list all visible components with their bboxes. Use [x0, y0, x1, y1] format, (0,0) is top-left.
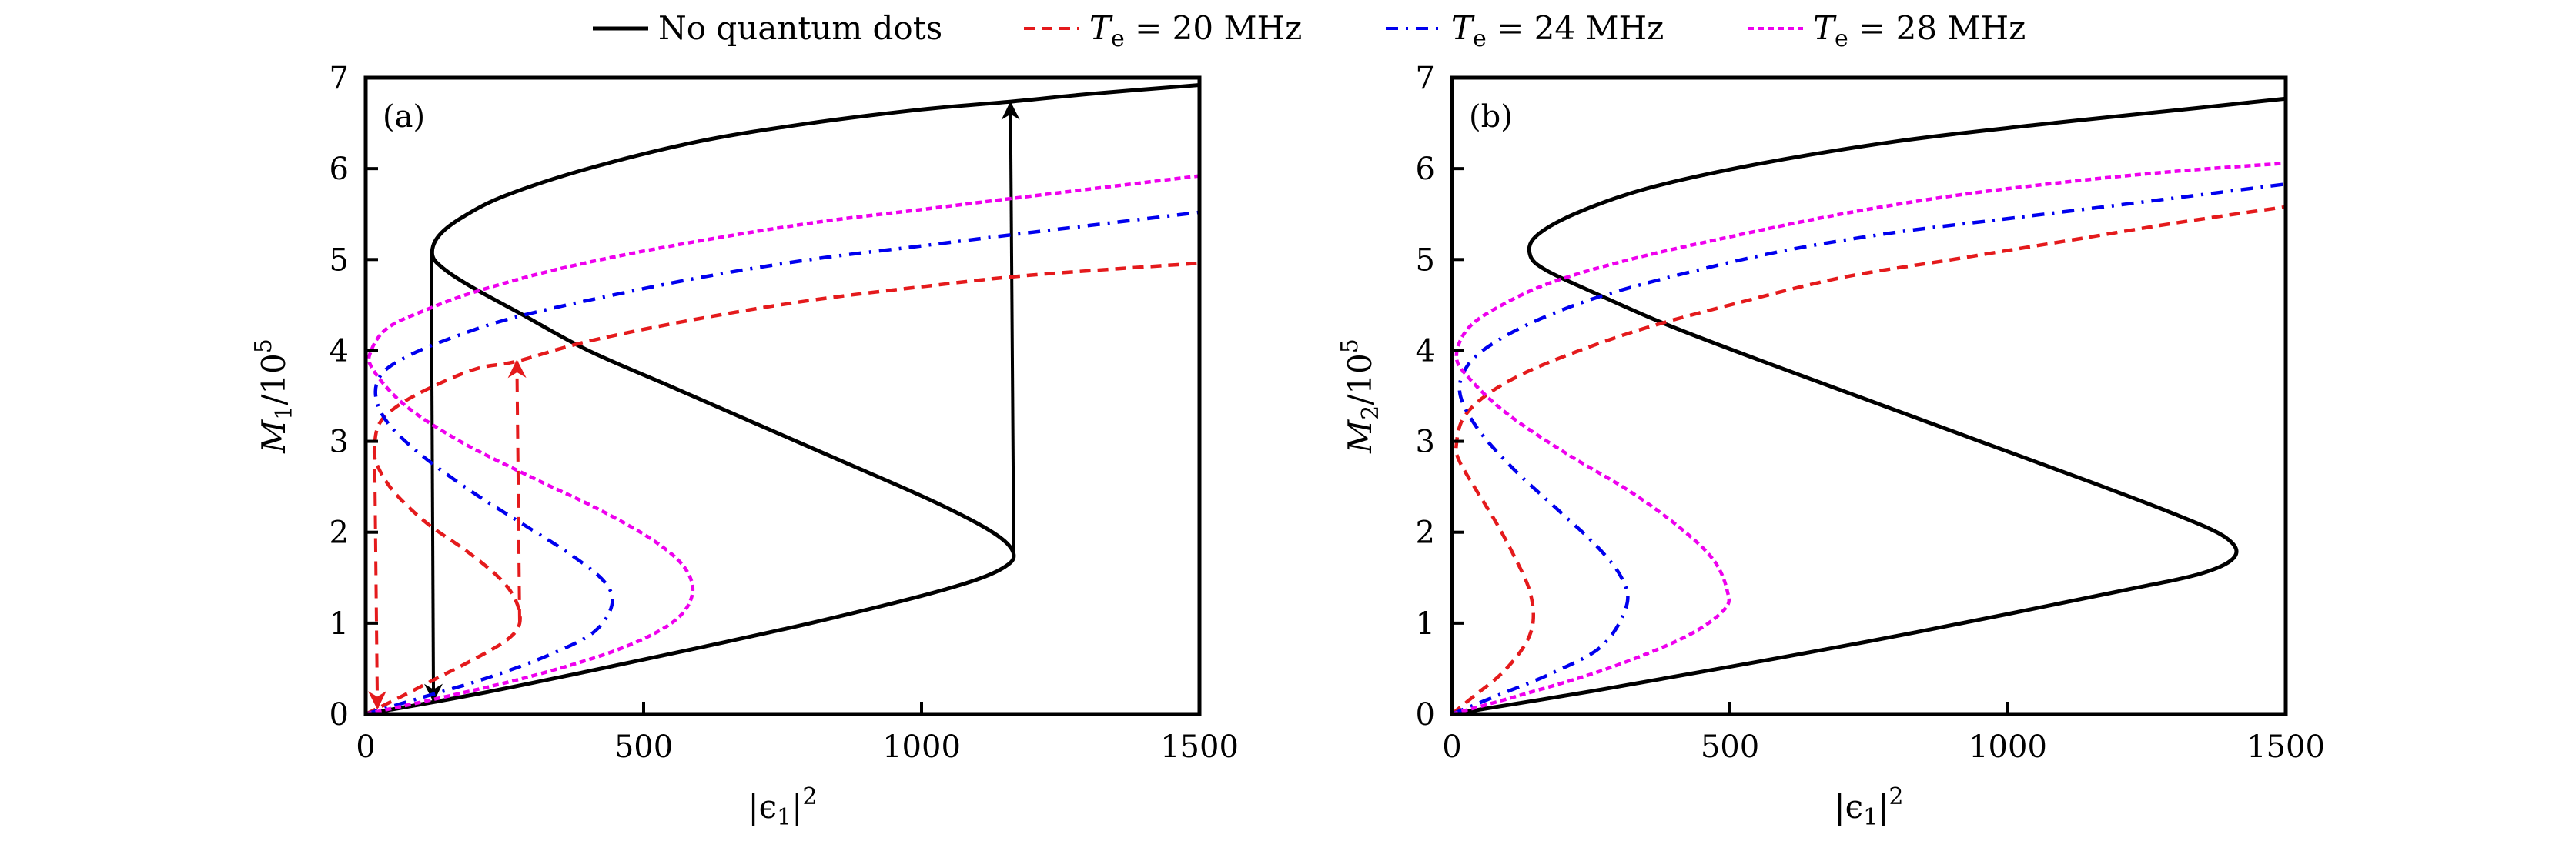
- y-tick-label: 0: [330, 697, 349, 733]
- x-tick-label: 500: [1701, 729, 1759, 765]
- x-tick-label: 0: [1442, 729, 1461, 765]
- legend-label: Te = 20 MHz: [1089, 9, 1302, 52]
- y-tick-label: 6: [1416, 152, 1435, 187]
- arrow-2: [1001, 101, 1020, 556]
- y-tick-label: 3: [330, 425, 349, 460]
- arrow-3: [367, 446, 386, 710]
- y-tick-label: 4: [1416, 333, 1435, 369]
- legend-label: Te = 28 MHz: [1813, 9, 2026, 52]
- plot-frame: [363, 75, 1202, 716]
- legend-entry-te28: Te = 28 MHz: [1748, 9, 2026, 52]
- y-axis-label: M1/105: [250, 339, 298, 454]
- plot-frame: [1450, 75, 2288, 716]
- y-tick-label: 5: [1416, 242, 1435, 278]
- y-tick-label: 2: [1416, 516, 1435, 551]
- legend-entry-te20: Te = 20 MHz: [1024, 9, 1302, 52]
- y-tick-label: 7: [1416, 61, 1435, 96]
- series-line-te28: [366, 174, 1199, 714]
- series-group: [1452, 96, 2286, 714]
- legend-entry-te24: Te = 24 MHz: [1386, 9, 1664, 52]
- series-group: [366, 83, 1199, 714]
- y-tick-label: 7: [330, 61, 349, 96]
- y-tick-label: 4: [330, 333, 349, 369]
- series-line-te20: [1452, 205, 2286, 714]
- series-line-none: [1452, 96, 2286, 714]
- legend-entry-none: No quantum dots: [593, 9, 942, 47]
- arrow-1: [423, 255, 443, 703]
- y-axis-label: M2/105: [1337, 339, 1384, 454]
- y-tick-label: 1: [330, 606, 349, 642]
- x-tick-label: 1000: [882, 729, 961, 765]
- x-axis-label: |ϵ1|2: [748, 783, 817, 831]
- y-tick-label: 6: [330, 152, 349, 187]
- panel-tag: (a): [383, 99, 425, 135]
- y-tick-label: 2: [330, 516, 349, 551]
- legend-label: No quantum dots: [658, 9, 942, 47]
- y-tick-label: 3: [1416, 425, 1435, 460]
- y-tick-label: 0: [1416, 697, 1435, 733]
- arrow-4: [507, 359, 527, 623]
- series-line-te28: [1452, 161, 2286, 714]
- panel-a: 0 1 2 3 4 5 6 7 0 500 1000 1500 (a) |ϵ1|2 M1/105: [250, 61, 1239, 831]
- y-tick-label: 1: [1416, 606, 1435, 642]
- legend-label: Te = 24 MHz: [1451, 9, 1664, 52]
- series-line-none: [366, 83, 1199, 714]
- x-tick-label: 1500: [2246, 729, 2325, 765]
- x-tick-label: 1500: [1160, 729, 1239, 765]
- panel-b: 0 1 2 3 4 5 6 7 0 500 1000 1500 (b) |ϵ1|2 M2/105: [1337, 61, 2325, 831]
- x-tick-label: 0: [356, 729, 375, 765]
- series-line-te20: [366, 261, 1199, 714]
- series-line-te24: [1452, 182, 2286, 714]
- x-tick-label: 500: [614, 729, 673, 765]
- legend: No quantum dots Te = 20 MHz Te = 24 MHz Te …: [593, 9, 2026, 52]
- y-tick-label: 5: [330, 242, 349, 278]
- panel-tag: (b): [1469, 99, 1513, 135]
- series-line-te24: [366, 210, 1199, 714]
- x-axis-label: |ϵ1|2: [1834, 783, 1903, 831]
- x-tick-label: 1000: [1969, 729, 2047, 765]
